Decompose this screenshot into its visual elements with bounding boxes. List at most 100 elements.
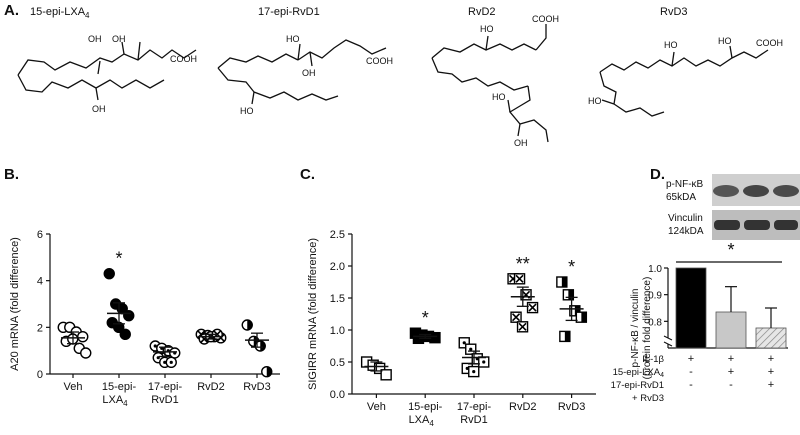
data-point xyxy=(119,328,131,341)
data-point-cross xyxy=(528,303,537,312)
y-tick-label: 0.0 xyxy=(330,389,345,401)
data-point xyxy=(380,369,392,381)
treatment-sign: + xyxy=(768,366,774,378)
data-point-half xyxy=(561,277,567,287)
y-axis-label: p-NF-κB / vinculin xyxy=(630,289,641,368)
x-tick-label: RvD2 xyxy=(509,401,537,413)
panel-a-label: A. xyxy=(4,2,19,19)
data-point-cross xyxy=(515,274,524,283)
data-point xyxy=(103,267,115,280)
x-tick-label: Veh xyxy=(64,381,83,393)
treatment-label: 15-epi-LXA4 xyxy=(613,367,665,379)
rvd1-oh-2: OH xyxy=(302,68,316,78)
x-tick-label: Veh xyxy=(367,401,386,413)
y-tick-label: 0.9 xyxy=(648,291,662,302)
structure-name-rvd3: RvD3 xyxy=(660,6,688,18)
structure-rvd3 xyxy=(599,45,769,117)
treatment-label: 17-epi-RvD1 xyxy=(611,380,664,391)
data-point-dot xyxy=(153,344,157,348)
panel-b-label: B. xyxy=(4,166,19,183)
data-point-half xyxy=(564,331,570,342)
y-tick-label: 1.5 xyxy=(330,293,345,305)
rvd1-oh-3: HO xyxy=(240,106,254,116)
x-tick-label: 15-epi- xyxy=(408,401,443,413)
data-point-half xyxy=(266,366,272,377)
blot-vinculin-bands xyxy=(714,220,798,230)
lxa4-oh-1: OH xyxy=(88,34,102,44)
data-point-half xyxy=(247,320,253,330)
category-points-15-epi-LXA4 xyxy=(103,267,135,341)
category-points-RvD3 xyxy=(556,276,588,343)
rvd3-oh-2: HO xyxy=(718,36,732,46)
y-tick-label: 6 xyxy=(37,229,43,241)
y-tick-label: 2 xyxy=(37,322,43,334)
structure-rvd2 xyxy=(431,24,549,143)
panel-c-label: C. xyxy=(300,166,315,183)
treatment-sign: - xyxy=(689,379,693,391)
structure-name-rvd1: 17-epi-RvD1 xyxy=(258,6,320,18)
data-point-dot xyxy=(482,360,486,364)
treatment-sign: + xyxy=(728,366,734,378)
panel-d-label: D. xyxy=(650,166,665,183)
rvd3-oh-3: HO xyxy=(588,96,602,106)
blot-pnfkb-bands xyxy=(713,185,799,197)
x-tick-label: RvD3 xyxy=(243,381,271,393)
blot-vinculin-label: Vinculin 124kDA xyxy=(668,213,704,237)
axis-break xyxy=(663,335,673,347)
treatment-sign: + xyxy=(688,353,694,365)
chart-d-pnfkb-vinculin: 0.8 0.9 1.0 p-NF-κB / vinculin (protein fold… xyxy=(611,240,788,404)
data-point-half xyxy=(574,305,580,316)
data-point xyxy=(373,362,386,375)
y-axis-label: SIGIRR mRNA (fold difference) xyxy=(307,238,319,390)
x-tick-label: 17-epi- xyxy=(148,381,183,393)
y-axis-label-2: (protein fold difference) xyxy=(642,277,653,380)
x-tick-label: RvD1 xyxy=(460,414,488,426)
chart-b-a20-mrna: 0 2 4 6 A20 mRNA (fold difference) Veh 15-epi-… xyxy=(9,229,280,408)
data-point-half xyxy=(568,289,574,300)
data-point-dot xyxy=(469,347,473,351)
y-tick-label: 1.0 xyxy=(330,325,345,337)
lxa4-oh-2: OH xyxy=(112,34,126,44)
data-point xyxy=(123,309,135,322)
data-point-half xyxy=(260,341,266,351)
significance-marker: ** xyxy=(516,254,530,274)
data-point-cross xyxy=(511,313,521,322)
rvd3-cooh-label: COOH xyxy=(756,38,783,48)
blot-pnfkb-label: p-NF-κB 65kDA xyxy=(666,179,704,203)
rvd2-oh-1: HO xyxy=(480,24,494,34)
structure-lxa4 xyxy=(17,41,197,101)
treatment-label: IL-1β xyxy=(642,354,664,365)
lxa4-cooh-label: COOH xyxy=(170,54,197,64)
bar xyxy=(755,327,787,349)
significance-marker: * xyxy=(422,308,429,328)
x-tick-label: LXA4 xyxy=(409,414,435,428)
category-points-RvD3 xyxy=(241,319,273,378)
treatment-sign: + xyxy=(768,379,774,391)
rvd1-oh-1: HO xyxy=(286,34,300,44)
significance-marker: * xyxy=(727,240,734,260)
structure-rvd1 xyxy=(217,39,387,105)
y-tick-label: 0.5 xyxy=(330,357,345,369)
treatment-sign: + xyxy=(768,353,774,365)
rvd2-oh-2: HO xyxy=(492,92,506,102)
structure-name-rvd2: RvD2 xyxy=(468,6,496,18)
y-tick-label: 0.8 xyxy=(648,317,662,328)
rvd2-cooh-label: COOH xyxy=(532,14,559,24)
blot-pnfkb xyxy=(712,174,800,206)
treatment-sign: + xyxy=(728,353,734,365)
data-point xyxy=(80,347,92,359)
y-tick-label: 2.5 xyxy=(330,229,345,241)
x-tick-label: RvD1 xyxy=(151,394,179,406)
y-tick-label: 0 xyxy=(37,369,43,381)
x-tick-label: RvD3 xyxy=(558,401,586,413)
data-point xyxy=(77,330,89,343)
category-points-Veh xyxy=(57,321,92,359)
category-points-17-epi-RvD1 xyxy=(458,337,490,378)
data-point-cross xyxy=(518,322,527,331)
lxa4-oh-3: OH xyxy=(92,104,106,114)
y-tick-label: 1.0 xyxy=(648,264,662,275)
rvd1-cooh-label: COOH xyxy=(366,56,393,66)
data-point xyxy=(429,331,441,344)
y-tick-label: 4 xyxy=(37,276,43,288)
chart-c-sigirr-mrna: 0.0 0.5 1.0 1.5 2.0 2.5 SIGIRR mRNA (fold diff… xyxy=(307,229,596,428)
